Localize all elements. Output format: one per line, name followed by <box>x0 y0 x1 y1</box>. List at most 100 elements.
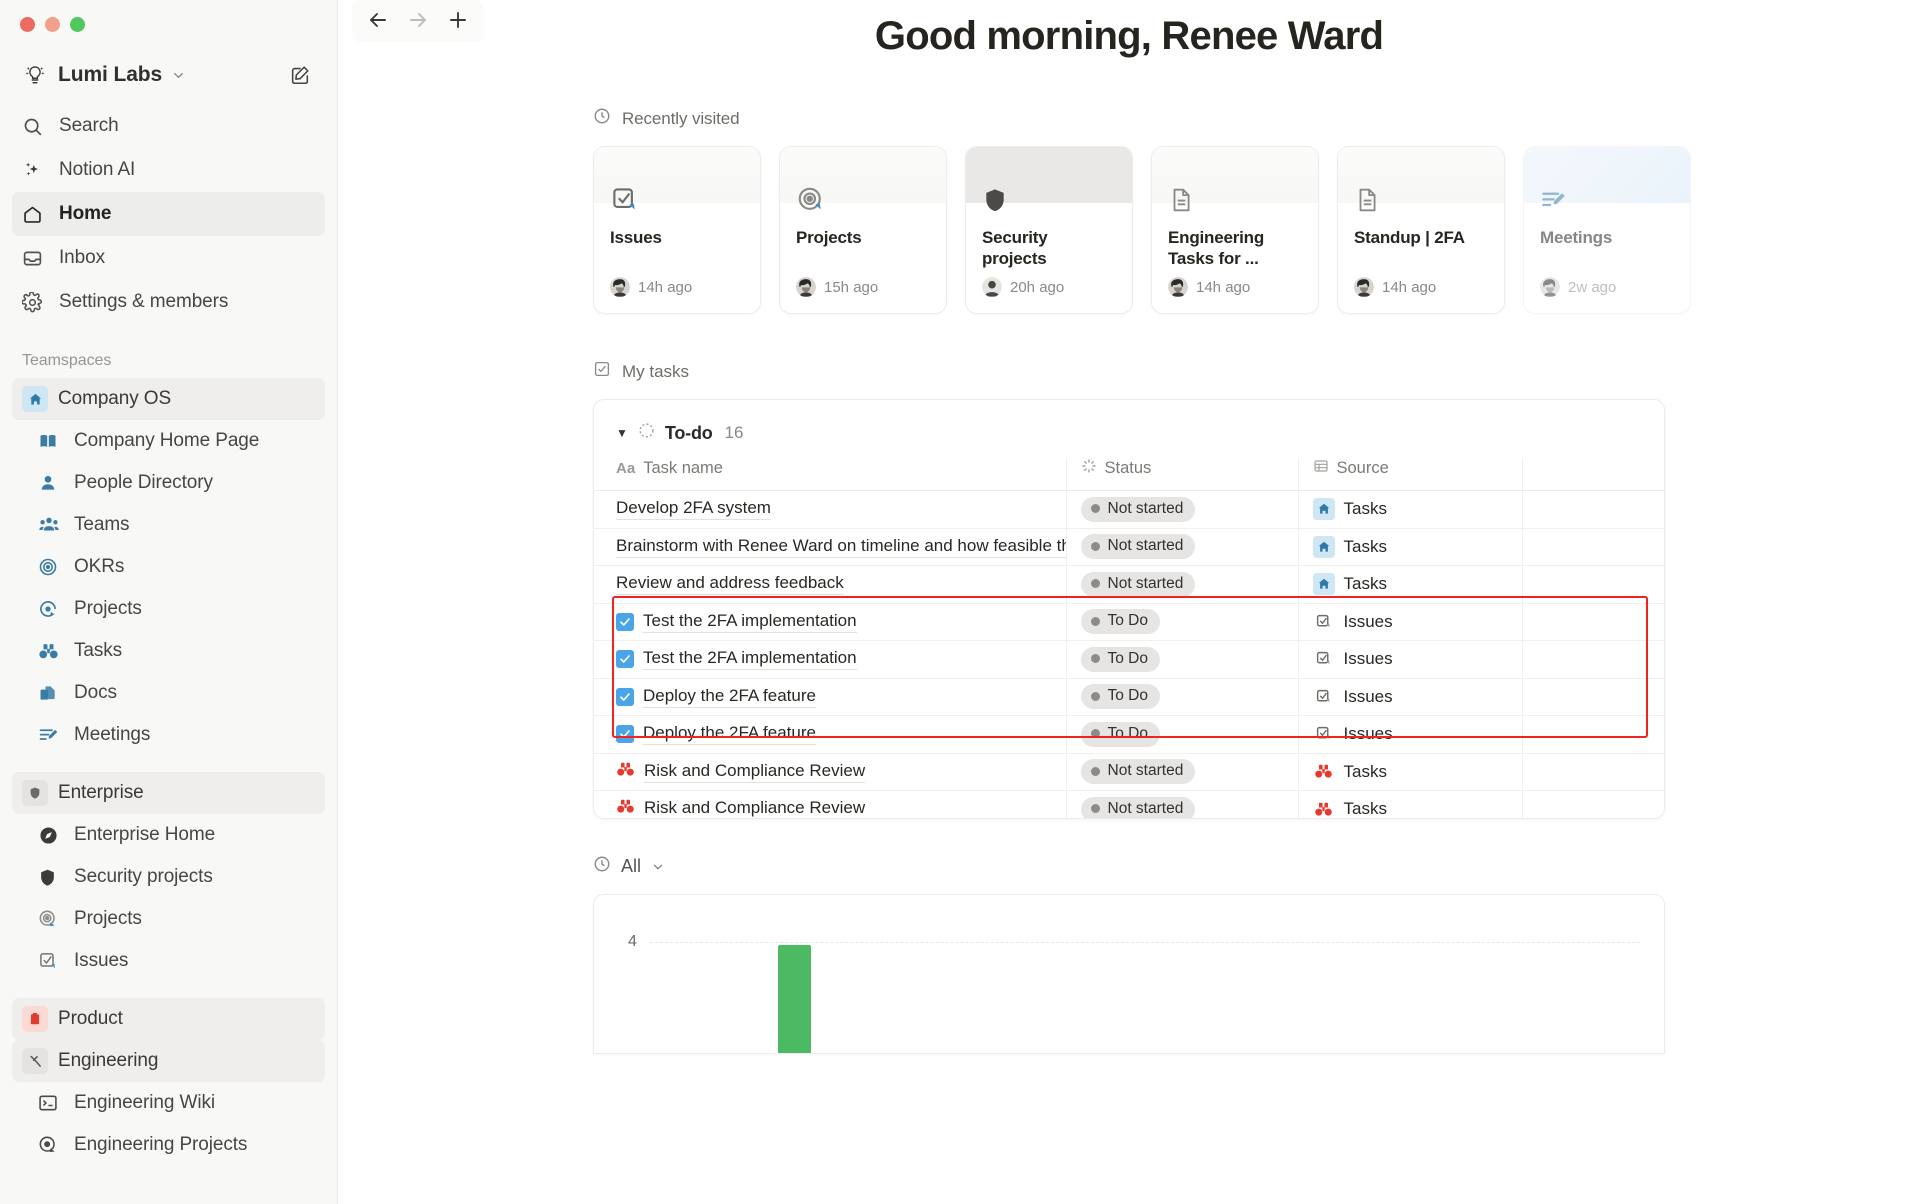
table-row[interactable]: Develop 2FA system Not started <box>594 490 1664 529</box>
cell-source[interactable]: Tasks <box>1297 528 1522 566</box>
sidebar-item-inbox[interactable]: Inbox <box>12 236 325 280</box>
cell-status[interactable]: Not started <box>1065 790 1298 818</box>
sidebar-item-home[interactable]: Home <box>12 192 325 236</box>
sidebar-item-settings[interactable]: Settings & members <box>12 280 325 324</box>
checkbox-blue-icon[interactable] <box>616 725 634 744</box>
tasks-table-head: Aa Task name Status <box>594 458 1664 491</box>
recent-card-projects[interactable]: Projects 15h ago <box>779 146 947 314</box>
sidebar-item-teams[interactable]: Teams <box>12 504 325 546</box>
source-label: Tasks <box>1343 761 1387 781</box>
table-row[interactable]: Risk and Compliance Review Not started <box>594 790 1664 818</box>
table-row[interactable]: Review and address feedback Not started <box>594 565 1664 604</box>
cell-task-name[interactable]: Review and address feedback <box>594 565 1066 604</box>
compose-icon[interactable] <box>289 64 315 86</box>
sidebar-item-people-directory[interactable]: People Directory <box>12 462 325 504</box>
window-traffic-lights[interactable] <box>0 0 337 32</box>
binoculars-red-icon <box>1313 798 1335 818</box>
cell-status[interactable]: To Do <box>1065 603 1298 641</box>
recent-card-standup-2fa[interactable]: Standup | 2FA 14h ago <box>1337 146 1505 314</box>
cell-source[interactable]: Issues <box>1297 640 1522 679</box>
checkbox-blue-icon[interactable] <box>616 650 634 669</box>
column-header-source[interactable]: Source <box>1297 458 1522 491</box>
maximize-window-button[interactable] <box>70 17 85 32</box>
cell-status[interactable]: To Do <box>1065 715 1298 754</box>
card-timestamp: 15h ago <box>824 278 879 296</box>
cell-status[interactable]: Not started <box>1065 565 1298 604</box>
sidebar-item-enterprise-projects[interactable]: Projects <box>12 898 325 940</box>
column-header-task-name[interactable]: Aa Task name <box>594 458 1066 491</box>
cell-source[interactable]: Tasks <box>1297 753 1522 791</box>
chevron-down-icon[interactable] <box>651 860 665 874</box>
recent-card-issues[interactable]: Issues 14h ago <box>593 146 761 314</box>
table-row[interactable]: Test the 2FA implementation To Do <box>594 640 1664 679</box>
cell-task-name[interactable]: Deploy the 2FA feature <box>594 678 1066 716</box>
plus-icon[interactable] <box>446 8 470 32</box>
recent-card-meetings[interactable]: Meetings 2w ago <box>1523 146 1691 314</box>
sidebar-item-tasks[interactable]: Tasks <box>12 630 325 672</box>
house-blue-icon <box>1312 498 1335 521</box>
table-row[interactable]: Risk and Compliance Review Not started <box>594 753 1664 791</box>
checkbox-pin-icon <box>610 185 744 215</box>
cell-task-name[interactable]: Test the 2FA implementation <box>594 640 1066 679</box>
caret-down-icon[interactable]: ▼ <box>616 426 628 440</box>
status-dot <box>1090 504 1100 514</box>
table-row[interactable]: Brainstorm with Renee Ward on timeline a… <box>594 528 1664 566</box>
sidebar-item-search[interactable]: Search <box>12 104 325 148</box>
cell-status[interactable]: To Do <box>1065 678 1298 716</box>
recent-card-engineering-tasks[interactable]: Engineering Tasks for ... 14h ago <box>1151 146 1319 314</box>
arrow-right-icon[interactable] <box>406 8 430 32</box>
cell-source[interactable]: Issues <box>1297 715 1522 754</box>
cell-source[interactable]: Tasks <box>1297 490 1522 529</box>
sidebar-item-projects[interactable]: Projects <box>12 588 325 630</box>
cell-task-name[interactable]: Brainstorm with Renee Ward on timeline a… <box>594 528 1066 566</box>
cell-task-name[interactable]: Deploy the 2FA feature <box>594 715 1066 754</box>
cell-task-name[interactable]: Risk and Compliance Review <box>594 753 1066 791</box>
sidebar-item-company-home-page[interactable]: Company Home Page <box>12 420 325 462</box>
cell-status[interactable]: Not started <box>1065 753 1298 791</box>
sidebar-item-enterprise[interactable]: Enterprise <box>12 772 325 814</box>
checkbox-blue-icon[interactable] <box>616 687 634 706</box>
sidebar-item-notion-ai[interactable]: Notion AI <box>12 148 325 192</box>
column-header-status[interactable]: Status <box>1065 458 1298 491</box>
sidebar-item-engineering[interactable]: Engineering <box>12 1040 325 1082</box>
task-group-header[interactable]: ▼ To-do 16 <box>594 400 1664 458</box>
sidebar-item-issues[interactable]: Issues <box>12 940 325 982</box>
all-filter[interactable]: All <box>593 855 1665 878</box>
source-label: Tasks <box>1343 536 1387 556</box>
table-row[interactable]: Test the 2FA implementation To Do <box>594 603 1664 641</box>
workspace-switcher[interactable]: Lumi Labs <box>14 54 323 96</box>
sidebar-item-meetings[interactable]: Meetings <box>12 714 325 756</box>
source-label: Issues <box>1343 724 1393 744</box>
close-window-button[interactable] <box>20 17 35 32</box>
minimize-window-button[interactable] <box>45 17 60 32</box>
sidebar-item-engineering-projects[interactable]: Engineering Projects <box>12 1124 325 1166</box>
cell-task-name[interactable]: Test the 2FA implementation <box>594 603 1066 641</box>
cell-source[interactable]: Tasks <box>1297 565 1522 604</box>
card-title: Meetings <box>1540 228 1613 247</box>
chevron-down-icon[interactable] <box>171 68 186 83</box>
sidebar-item-enterprise-home[interactable]: Enterprise Home <box>12 814 325 856</box>
people-icon <box>38 514 68 536</box>
table-row[interactable]: Deploy the 2FA feature To Do <box>594 715 1664 754</box>
sidebar-item-okrs[interactable]: OKRs <box>12 546 325 588</box>
cell-source[interactable]: Issues <box>1297 603 1522 641</box>
checkbox-blue-icon[interactable] <box>616 612 634 631</box>
cell-source[interactable]: Tasks <box>1297 790 1522 818</box>
cell-task-name[interactable]: Risk and Compliance Review <box>594 790 1066 818</box>
avatar <box>610 277 630 297</box>
cell-task-name[interactable]: Develop 2FA system <box>594 490 1066 529</box>
cell-status[interactable]: To Do <box>1065 640 1298 679</box>
gear-icon <box>22 291 50 313</box>
sidebar-item-security-projects[interactable]: Security projects <box>12 856 325 898</box>
sidebar-item-docs[interactable]: Docs <box>12 672 325 714</box>
arrow-left-icon[interactable] <box>366 8 390 32</box>
table-row[interactable]: Deploy the 2FA feature To Do <box>594 678 1664 716</box>
checkbox-gray-icon <box>1313 611 1335 633</box>
recent-card-security-projects[interactable]: Security projects 20h ago <box>965 146 1133 314</box>
sidebar-item-engineering-wiki[interactable]: Engineering Wiki <box>12 1082 325 1124</box>
sidebar-item-product[interactable]: Product <box>12 998 325 1040</box>
cell-status[interactable]: Not started <box>1065 490 1298 529</box>
cell-status[interactable]: Not started <box>1065 528 1298 566</box>
cell-source[interactable]: Issues <box>1297 678 1522 716</box>
sidebar-item-company-os[interactable]: Company OS <box>12 378 325 420</box>
